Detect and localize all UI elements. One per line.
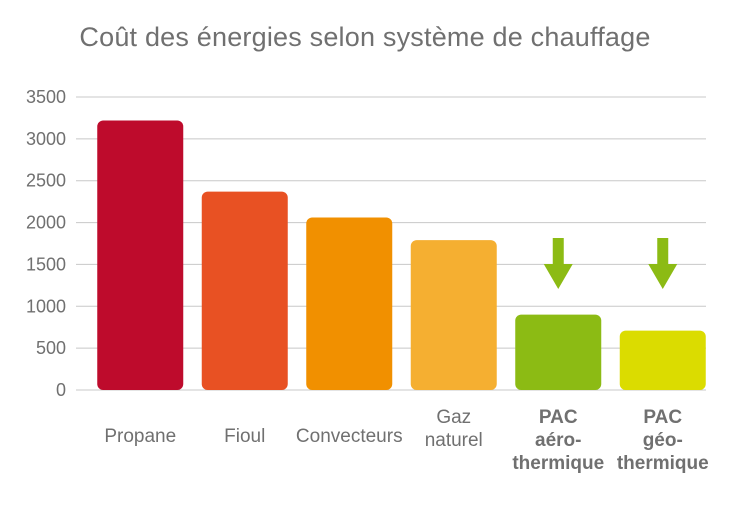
y-tick-label: 1000 — [26, 296, 66, 316]
y-tick-label: 2000 — [26, 213, 66, 233]
down-arrow-icon — [543, 238, 573, 289]
x-tick-label: thermique — [512, 453, 604, 474]
bars — [97, 120, 706, 390]
x-tick-label: Convecteurs — [296, 426, 403, 447]
x-tick-label: Propane — [104, 426, 176, 447]
x-tick-label: thermique — [617, 453, 709, 474]
bar — [97, 120, 184, 390]
annotations — [543, 238, 678, 289]
y-axis: 0 500 1000 1500 2000 2500 3000 3500 — [26, 87, 66, 400]
y-tick-label: 3000 — [26, 129, 66, 149]
bar — [410, 240, 497, 390]
bar — [515, 314, 602, 390]
bar — [619, 330, 706, 390]
x-tick-label: PAC — [539, 407, 578, 428]
x-tick-label: Gaz — [436, 407, 471, 428]
x-axis: Propane Fioul ConvecteursGaznaturelPACaéro… — [104, 407, 708, 474]
x-tick-label: géo- — [643, 430, 683, 451]
bar — [306, 217, 393, 390]
y-tick-label: 1500 — [26, 254, 66, 274]
chart-title: Coût des énergies selon système de chauf… — [79, 22, 651, 52]
y-tick-label: 0 — [56, 380, 66, 400]
x-tick-label: Fioul — [224, 426, 265, 447]
x-tick-label: PAC — [643, 407, 682, 428]
y-tick-label: 500 — [36, 338, 66, 358]
y-tick-label: 3500 — [26, 87, 66, 107]
bar — [201, 191, 288, 390]
down-arrow-icon — [648, 238, 678, 289]
y-tick-label: 2500 — [26, 171, 66, 191]
x-tick-label: aéro- — [535, 430, 581, 451]
x-tick-label: naturel — [425, 430, 483, 451]
